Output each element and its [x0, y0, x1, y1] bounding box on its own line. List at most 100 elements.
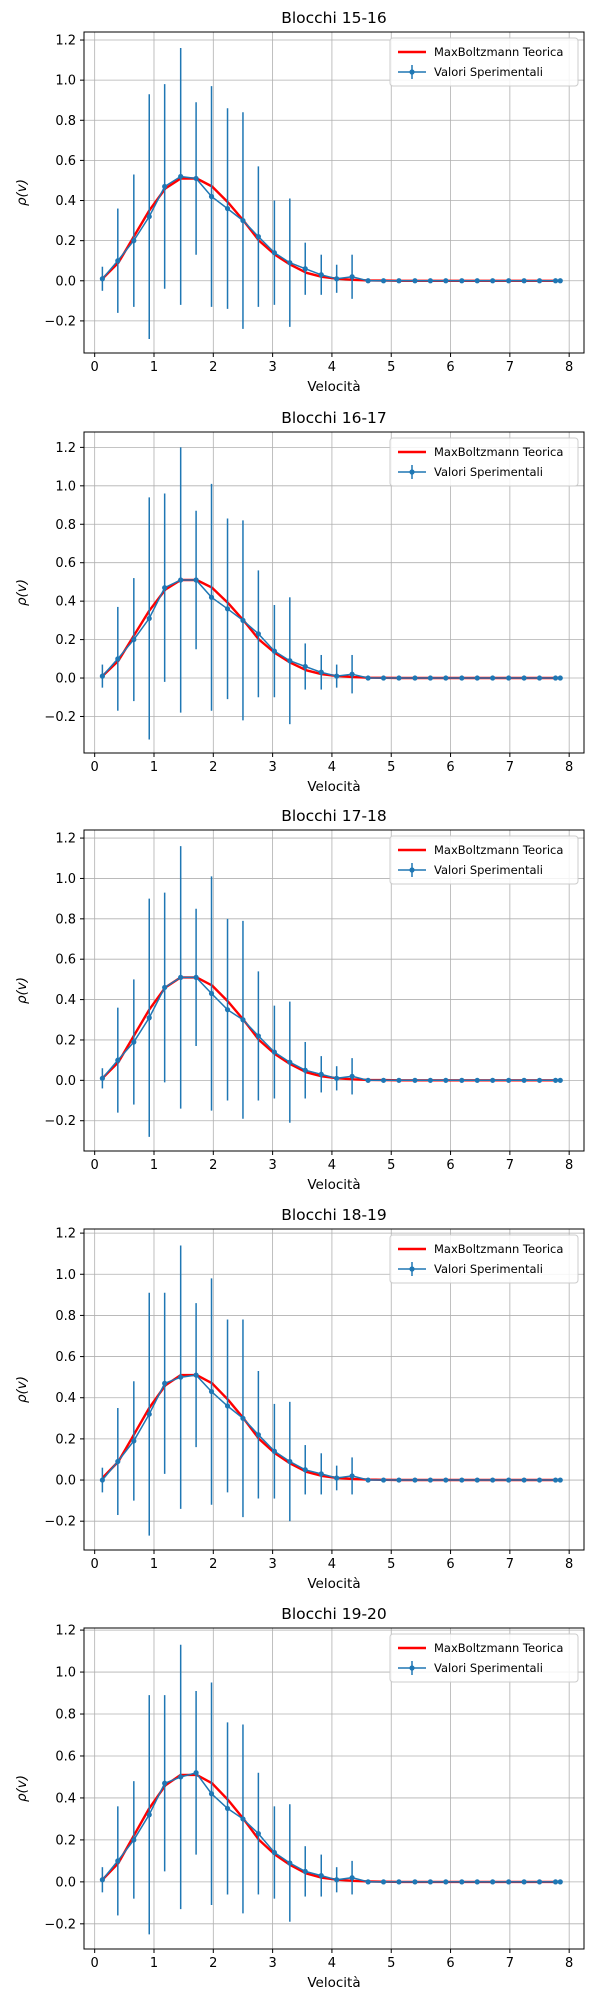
- data-point: [146, 1015, 152, 1021]
- axes-frame: [83, 31, 585, 354]
- data-point: [459, 1077, 465, 1083]
- data-point: [178, 1774, 184, 1780]
- axes-frame: [83, 829, 585, 1152]
- series-line-maxboltzmann: [101, 1773, 561, 1884]
- x-axis-label: Velocità: [307, 379, 360, 395]
- data-point: [521, 1077, 527, 1083]
- data-point: [427, 1077, 433, 1083]
- data-point: [193, 577, 199, 583]
- x-tick-label: 3: [268, 1158, 276, 1173]
- data-point: [271, 250, 277, 256]
- legend-swatch-marker: [409, 69, 415, 75]
- data-point: [287, 1860, 293, 1866]
- data-point: [349, 671, 355, 677]
- data-point: [380, 1879, 387, 1885]
- data-point: [224, 1805, 231, 1812]
- data-point: [115, 1458, 121, 1465]
- x-axis-label: Velocità: [307, 779, 360, 795]
- x-tick-label: 4: [328, 360, 336, 375]
- y-tick-label: 0.4: [55, 194, 76, 209]
- data-point: [302, 266, 308, 272]
- x-tick-label: 0: [91, 1956, 99, 1971]
- x-tick-label: 7: [506, 760, 514, 775]
- data-point: [271, 1849, 277, 1856]
- y-tick-label: 1.2: [55, 1227, 76, 1242]
- chart-title: Blocchi 15-16: [281, 9, 387, 27]
- x-axis-label: Velocità: [307, 1576, 360, 1592]
- data-point: [396, 1077, 402, 1083]
- data-point: [380, 675, 387, 681]
- data-point: [240, 617, 246, 623]
- data-point: [349, 274, 355, 280]
- data-point: [287, 1059, 293, 1065]
- y-tick-label: 0.4: [55, 595, 76, 610]
- series-line-sperimentali: [101, 1374, 561, 1481]
- series-sperimentali: [99, 1245, 563, 1536]
- x-tick-label: 0: [91, 760, 99, 775]
- x-tick-label: 6: [446, 360, 454, 375]
- legend: MaxBoltzmann Teorica Valori Sperimentali: [389, 437, 579, 487]
- y-tick-label: 0.4: [55, 1391, 76, 1406]
- x-tick-label: 8: [565, 1158, 573, 1173]
- x-tick-label: 1: [150, 1158, 158, 1173]
- data-point: [506, 1477, 512, 1483]
- data-point: [208, 990, 215, 997]
- data-point: [412, 278, 418, 284]
- y-tick-label: 0.2: [55, 633, 76, 648]
- data-point: [557, 1879, 563, 1885]
- data-point: [146, 1812, 152, 1818]
- x-tick-label: 5: [387, 760, 395, 775]
- x-tick-label: 4: [328, 1557, 336, 1572]
- data-point: [318, 1872, 324, 1879]
- y-tick-label: 0.8: [55, 1309, 76, 1324]
- data-point: [115, 1858, 121, 1864]
- x-tick-label: 1: [150, 1557, 158, 1572]
- x-tick-label: 4: [328, 1956, 336, 1971]
- data-point: [536, 1077, 543, 1083]
- x-tick-label: 2: [209, 1158, 217, 1173]
- data-point: [365, 675, 371, 681]
- y-tick-label: 0.4: [55, 1791, 76, 1806]
- data-point: [131, 1837, 137, 1843]
- series-line-sperimentali: [101, 1771, 561, 1883]
- x-tick-label: 0: [91, 360, 99, 375]
- y-tick-label: 1.0: [55, 74, 76, 89]
- data-point: [99, 1075, 105, 1081]
- data-point: [365, 1477, 371, 1483]
- data-point: [318, 1071, 324, 1077]
- x-tick-label: 6: [446, 1557, 454, 1572]
- legend-box: [389, 437, 579, 487]
- data-point: [443, 1077, 449, 1083]
- y-tick-label: 0.6: [55, 1350, 76, 1365]
- data-point: [131, 1039, 137, 1045]
- x-tick-label: 2: [209, 760, 217, 775]
- data-point: [412, 675, 418, 681]
- legend-swatch-marker: [409, 469, 415, 475]
- data-point: [99, 1877, 105, 1883]
- data-point: [552, 675, 559, 681]
- legend-swatch-marker: [409, 1266, 415, 1272]
- x-tick-label: 8: [565, 1557, 573, 1572]
- x-tick-label: 6: [446, 1956, 454, 1971]
- x-axis-label: Velocità: [307, 1177, 360, 1193]
- data-point: [365, 1077, 371, 1083]
- y-tick-label: 1.0: [55, 1666, 76, 1681]
- y-tick-label: 0.6: [55, 154, 76, 169]
- data-point: [552, 1879, 559, 1885]
- data-point: [365, 278, 371, 284]
- legend: MaxBoltzmann Teorica Valori Sperimentali: [389, 1633, 579, 1683]
- series-line-maxboltzmann: [101, 177, 561, 282]
- data-point: [380, 278, 387, 284]
- data-point: [365, 1879, 371, 1885]
- legend-label-sperimentali: Valori Sperimentali: [434, 863, 543, 877]
- subplot-1: 0 1 2 3 4 5 6 7 8 −0.2 0.0 0.2 0.4 0.6 0.8 1.0 1.2 Blocch…: [14, 9, 585, 395]
- data-point: [427, 1477, 433, 1483]
- data-point: [349, 1073, 355, 1079]
- data-point: [506, 675, 512, 681]
- data-point: [490, 1077, 496, 1083]
- y-tick-label: 1.2: [55, 441, 76, 456]
- data-point: [474, 675, 480, 681]
- x-tick-label: 1: [150, 1956, 158, 1971]
- data-point: [474, 278, 480, 284]
- data-point: [131, 636, 137, 643]
